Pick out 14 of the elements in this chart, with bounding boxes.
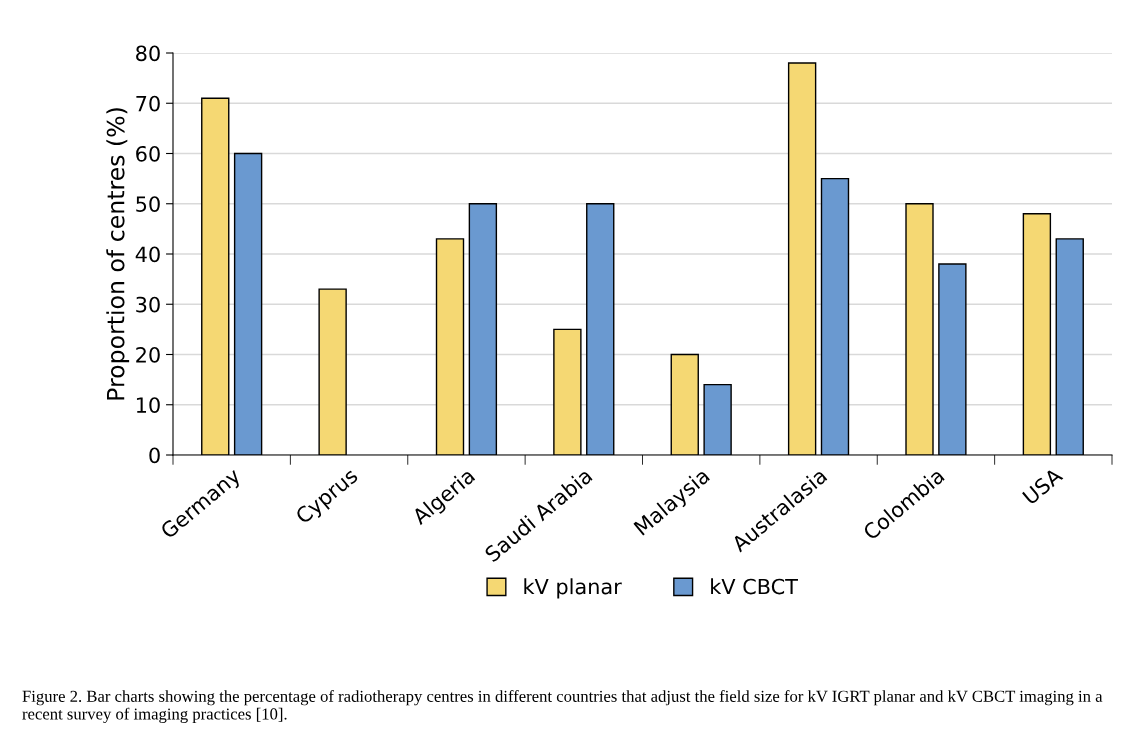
y-tick-label: 10	[136, 397, 160, 413]
y-tick-label: 30	[136, 296, 160, 313]
y-tick-label: 80	[136, 45, 160, 62]
caption: Figure 2. Bar charts showing the percentage of radiotherapy centres in different countries that adjust the field size for kV IGRT planar and kV CBCT imaging in a recent survey of imaging practices [10].	[22, 690, 1103, 724]
x-tick-label: USA	[1021, 466, 1064, 506]
y-tick-label: 70	[136, 95, 160, 112]
y-tick-label: 40	[135, 246, 160, 263]
y-tick-label: 50	[136, 196, 160, 212]
y-axis-title: Proportion of centres (%)	[106, 108, 130, 400]
y-tick-label: 20	[136, 346, 160, 363]
y-tick-label: 0	[149, 447, 160, 464]
legend-label: kV CBCT	[711, 578, 798, 595]
legend-label: kV planar	[524, 578, 622, 599]
y-tick-label: 60	[136, 145, 160, 162]
